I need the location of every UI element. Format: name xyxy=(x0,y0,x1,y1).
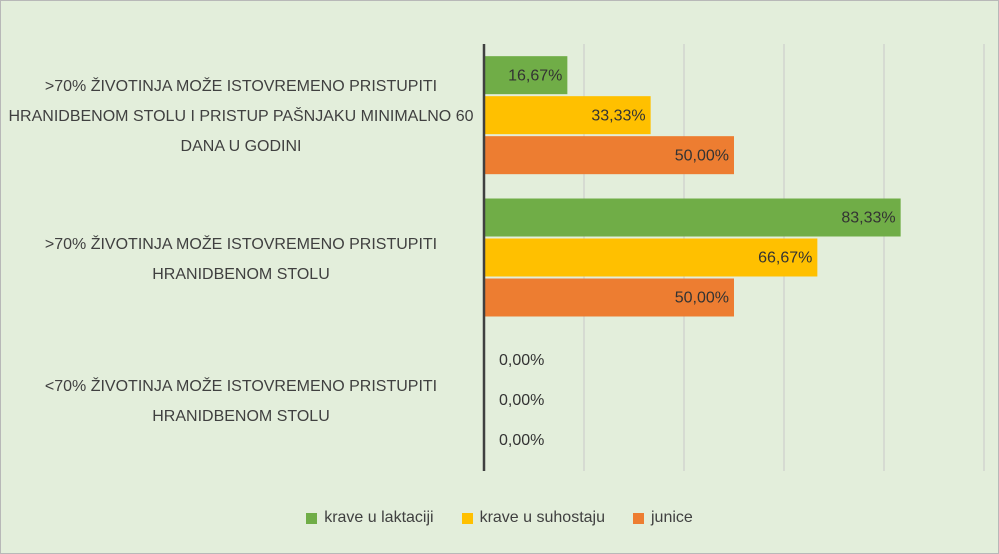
bar xyxy=(484,96,651,135)
legend: krave u laktaciji krave u suhostaju junice xyxy=(1,509,998,527)
value-label: 16,67% xyxy=(508,67,562,84)
value-label: 66,67% xyxy=(758,250,812,267)
legend-item: krave u laktaciji xyxy=(306,509,434,527)
bar xyxy=(484,56,568,95)
value-label: 0,00% xyxy=(499,352,544,369)
value-label: 83,33% xyxy=(841,210,895,227)
value-label: 0,00% xyxy=(499,392,544,409)
category-label: >70% ŽIVOTINJA MOŽE ISTOVREMENO PRISTUPI… xyxy=(44,235,438,283)
legend-swatch xyxy=(632,512,644,524)
category-label: >70% ŽIVOTINJA MOŽE ISTOVREMENO PRISTUPI… xyxy=(8,78,474,156)
value-label: 50,00% xyxy=(675,147,729,164)
legend-label: junice xyxy=(650,509,693,526)
legend-item: junice xyxy=(632,509,693,527)
legend-swatch xyxy=(461,512,473,524)
bar xyxy=(484,198,901,237)
bar xyxy=(484,278,734,317)
value-label: 0,00% xyxy=(499,432,544,449)
bar xyxy=(484,136,734,175)
legend-item: krave u suhostaju xyxy=(461,509,605,527)
category-label: <70% ŽIVOTINJA MOŽE ISTOVREMENO PRISTUPI… xyxy=(44,377,438,425)
legend-label: krave u suhostaju xyxy=(479,509,605,526)
legend-swatch xyxy=(306,512,318,524)
legend-label: krave u laktaciji xyxy=(324,509,434,526)
value-label: 33,33% xyxy=(591,107,645,124)
value-label: 50,00% xyxy=(675,290,729,307)
bar xyxy=(484,238,818,277)
